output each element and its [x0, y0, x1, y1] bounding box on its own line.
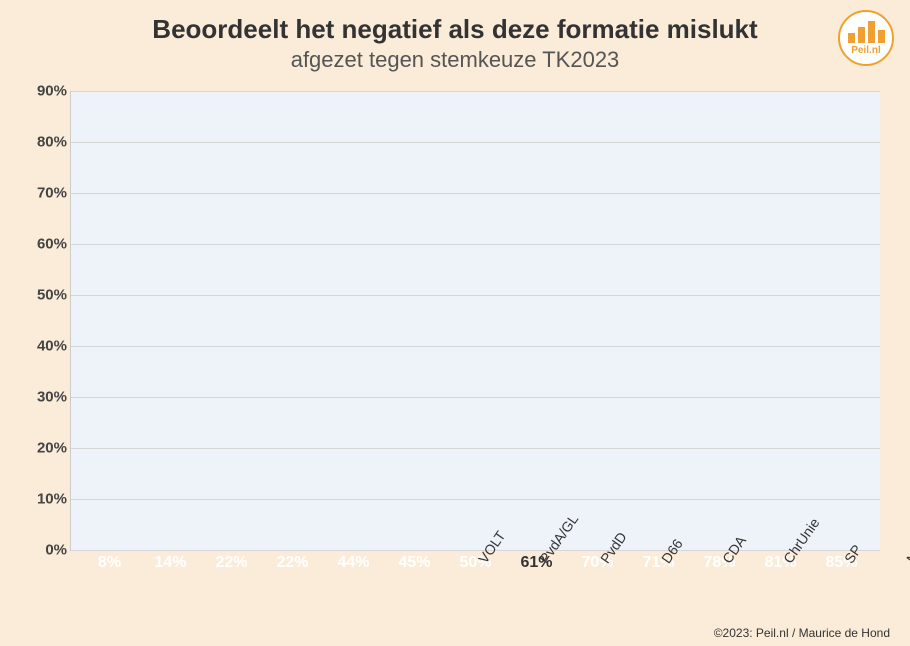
y-axis-label: 80%	[23, 134, 67, 151]
grid-line	[71, 295, 880, 296]
grid-line	[71, 244, 880, 245]
bars-group: 8%14%22%22%44%45%50%61%70%71%78%81%85%	[71, 91, 880, 550]
grid-line	[71, 397, 880, 398]
grid-line	[71, 346, 880, 347]
plot-area: 8%14%22%22%44%45%50%61%70%71%78%81%85% 0…	[70, 91, 880, 551]
chart-title: Beoordeelt het negatief als deze formati…	[20, 14, 890, 45]
bar-value-label: 44%	[330, 554, 378, 572]
y-axis-label: 10%	[23, 491, 67, 508]
y-axis-label: 20%	[23, 440, 67, 457]
bar-value-label: 8%	[86, 554, 134, 572]
y-axis-label: 90%	[23, 83, 67, 100]
y-axis-label: 60%	[23, 235, 67, 252]
chart-container: Peil.nl Beoordeelt het negatief als deze…	[0, 0, 910, 646]
y-axis-label: 50%	[23, 287, 67, 304]
grid-line	[71, 91, 880, 92]
peil-logo: Peil.nl	[838, 10, 894, 66]
credit-text: ©2023: Peil.nl / Maurice de Hond	[714, 626, 890, 640]
y-axis-label: 40%	[23, 338, 67, 355]
logo-bars-icon	[848, 21, 885, 43]
grid-line	[71, 142, 880, 143]
y-axis-label: 0%	[23, 542, 67, 559]
grid-line	[71, 193, 880, 194]
bar-value-label: 22%	[269, 554, 317, 572]
bar-value-label: 14%	[147, 554, 195, 572]
y-axis-label: 70%	[23, 185, 67, 202]
chart-subtitle: afgezet tegen stemkeuze TK2023	[20, 47, 890, 73]
grid-line	[71, 499, 880, 500]
logo-text: Peil.nl	[851, 45, 880, 56]
bar-value-label: 22%	[208, 554, 256, 572]
y-axis-label: 30%	[23, 388, 67, 405]
bar-value-label: 45%	[391, 554, 439, 572]
grid-line	[71, 448, 880, 449]
